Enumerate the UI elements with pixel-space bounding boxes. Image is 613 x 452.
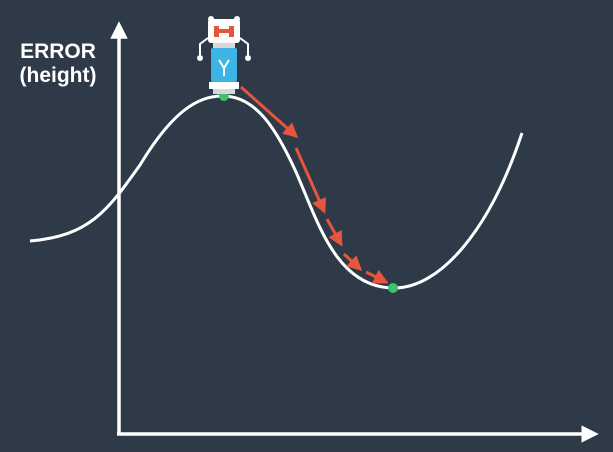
descent-step-arrow [342, 252, 363, 272]
y-axis-label-line2: (height) [19, 64, 97, 87]
y-axis-label: ERROR (height) [6, 40, 110, 88]
robot-icon [197, 16, 251, 94]
descent-steps [240, 85, 389, 284]
descent-step-arrow [294, 147, 326, 214]
end-point [388, 283, 398, 293]
y-axis-label-line1: ERROR [20, 40, 96, 63]
descent-step-arrow [240, 85, 299, 138]
descent-step-arrow [365, 269, 389, 284]
error-curve [29, 94, 524, 290]
descent-step-arrow [325, 218, 343, 247]
